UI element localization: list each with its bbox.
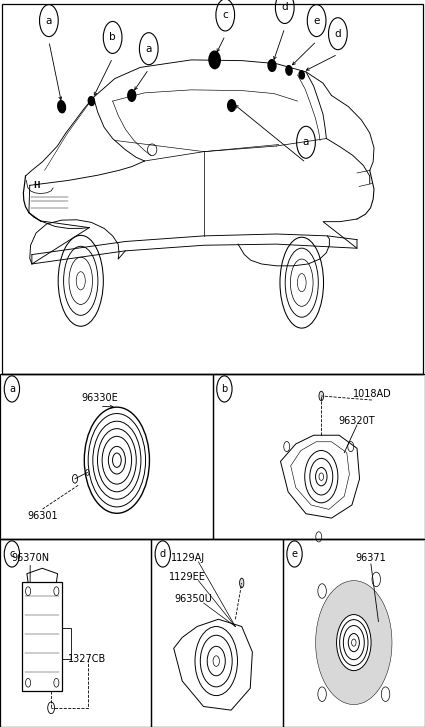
Text: d: d xyxy=(281,2,288,12)
Ellipse shape xyxy=(298,70,305,80)
Bar xyxy=(0,539,151,727)
Bar xyxy=(212,374,425,539)
Text: H: H xyxy=(33,181,40,190)
Ellipse shape xyxy=(208,50,221,69)
Text: e: e xyxy=(292,549,297,559)
Text: 1327CB: 1327CB xyxy=(68,654,107,664)
Ellipse shape xyxy=(337,614,371,670)
Text: 1129EE: 1129EE xyxy=(169,572,206,582)
Text: e: e xyxy=(313,15,320,25)
Ellipse shape xyxy=(147,144,157,156)
Text: d: d xyxy=(160,549,166,559)
Text: 96370N: 96370N xyxy=(11,553,49,563)
Text: b: b xyxy=(109,33,116,42)
Ellipse shape xyxy=(127,89,136,102)
Bar xyxy=(0,374,212,539)
Ellipse shape xyxy=(285,65,293,76)
Bar xyxy=(2,4,423,374)
Polygon shape xyxy=(316,581,392,704)
Text: 96350U: 96350U xyxy=(174,595,212,604)
Text: c: c xyxy=(222,10,228,20)
Ellipse shape xyxy=(319,391,324,401)
Bar xyxy=(283,539,425,727)
Ellipse shape xyxy=(227,99,236,112)
Bar xyxy=(151,539,283,727)
Text: 96371: 96371 xyxy=(356,553,386,563)
Bar xyxy=(22,582,62,691)
Ellipse shape xyxy=(88,96,95,106)
Ellipse shape xyxy=(267,59,277,72)
Text: a: a xyxy=(303,137,309,148)
Text: 96301: 96301 xyxy=(27,511,58,521)
Text: 1018AD: 1018AD xyxy=(352,389,391,399)
Text: a: a xyxy=(9,384,15,394)
Text: b: b xyxy=(221,384,227,394)
Text: c: c xyxy=(9,549,14,559)
Text: 1129AJ: 1129AJ xyxy=(171,553,205,563)
Ellipse shape xyxy=(57,100,66,113)
Text: a: a xyxy=(45,15,52,25)
Text: d: d xyxy=(334,28,341,39)
Text: 96320T: 96320T xyxy=(339,416,375,425)
Text: 96330E: 96330E xyxy=(82,393,118,403)
Text: a: a xyxy=(145,44,152,54)
Bar xyxy=(62,628,71,659)
Ellipse shape xyxy=(240,578,244,587)
